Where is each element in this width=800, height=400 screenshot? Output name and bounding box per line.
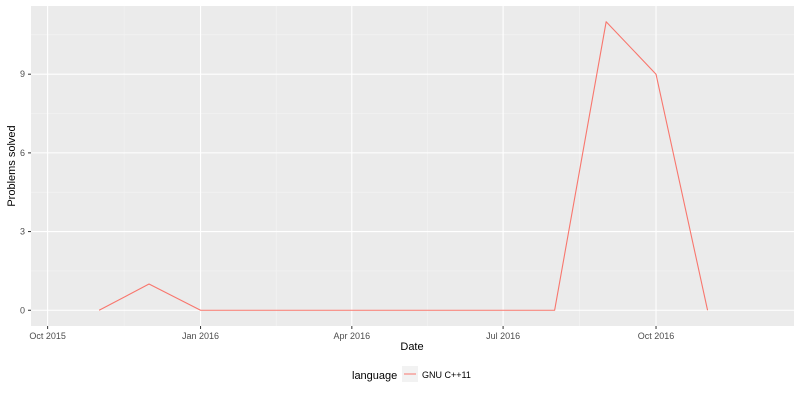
x-tick-label: Oct 2016 [638,331,675,341]
legend: language GNU C++11 [352,366,471,382]
x-axis: Oct 2015 Jan 2016 Apr 2016 Jul 2016 Oct 2016 [29,326,674,341]
x-tick-label: Apr 2016 [334,331,371,341]
y-tick-label: 0 [20,305,25,315]
y-tick-label: 6 [20,148,25,158]
y-tick-label: 9 [20,69,25,79]
y-axis-title: Problems solved [6,125,18,206]
legend-label: GNU C++11 [422,370,471,380]
y-tick-label: 3 [20,227,25,237]
legend-title: language [352,370,397,382]
x-axis-title: Date [400,341,423,353]
y-axis: 0 3 6 9 [20,69,31,315]
x-tick-label: Oct 2015 [29,331,66,341]
x-tick-label: Jul 2016 [486,331,520,341]
series-line-gnu-cpp11 [98,21,709,311]
x-tick-label: Jan 2016 [182,331,219,341]
series-layer [98,21,709,311]
minor-gridlines [31,6,794,326]
plot-panel [31,6,794,326]
